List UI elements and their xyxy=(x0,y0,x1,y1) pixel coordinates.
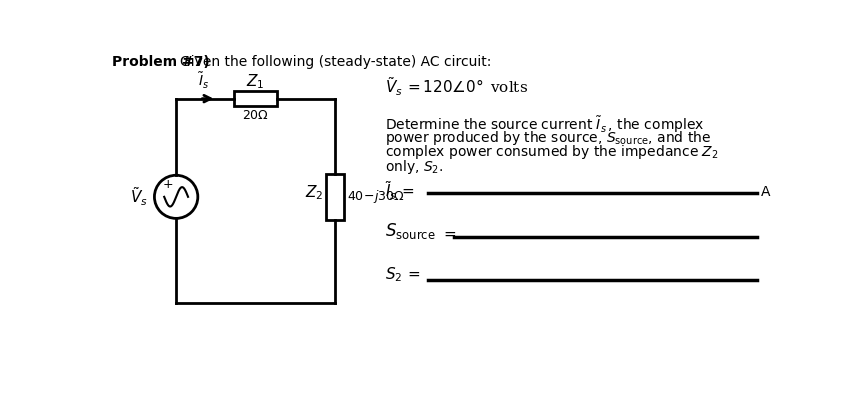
Text: only, $S_2$.: only, $S_2$. xyxy=(386,158,444,176)
Text: +: + xyxy=(163,178,174,191)
Text: $40\!-\!j30\Omega$: $40\!-\!j30\Omega$ xyxy=(346,188,404,205)
Text: $S_{\mathrm{source}}$: $S_{\mathrm{source}}$ xyxy=(386,221,437,241)
Text: Problem #7): Problem #7) xyxy=(111,55,209,69)
Text: $S_2\, =$: $S_2\, =$ xyxy=(386,265,421,284)
Text: complex power consumed by the impedance $Z_2$: complex power consumed by the impedance … xyxy=(386,143,719,161)
Text: $Z_1$: $Z_1$ xyxy=(246,72,265,91)
Bar xyxy=(327,174,344,220)
Text: Given the following (steady-state) AC circuit:: Given the following (steady-state) AC ci… xyxy=(180,55,491,69)
Circle shape xyxy=(154,175,197,218)
Text: $Z_2$: $Z_2$ xyxy=(305,183,323,202)
Text: $\tilde{I}_s$: $\tilde{I}_s$ xyxy=(197,71,209,91)
Text: $\tilde{V}_s$: $\tilde{V}_s$ xyxy=(130,185,148,208)
Text: $=$: $=$ xyxy=(441,226,457,241)
Text: Determine the source current $\tilde{I}_s\,$, the complex: Determine the source current $\tilde{I}_… xyxy=(386,114,705,135)
Text: $\tilde{V}_s\, =120\angle 0°\,$ volts: $\tilde{V}_s\, =120\angle 0°\,$ volts xyxy=(386,76,528,98)
Bar xyxy=(234,91,277,107)
Text: power produced by the source, $S_{\mathrm{source}}$, and the: power produced by the source, $S_{\mathr… xyxy=(386,129,711,147)
Text: A: A xyxy=(762,185,771,199)
Text: $20\Omega$: $20\Omega$ xyxy=(242,109,269,122)
Text: $\tilde{I}_s\, =$: $\tilde{I}_s\, =$ xyxy=(386,180,414,202)
